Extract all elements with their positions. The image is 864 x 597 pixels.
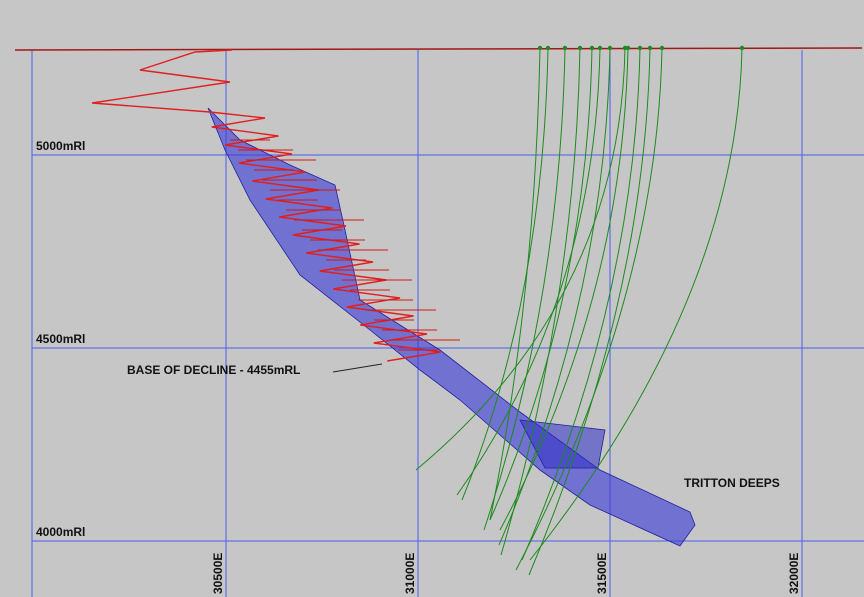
annotation: TRITTON DEEPS — [684, 476, 780, 490]
easting-label: 31000E — [403, 553, 417, 594]
collar — [607, 45, 613, 51]
drillhole — [529, 47, 743, 561]
collar — [545, 45, 551, 51]
drillhole — [483, 47, 566, 531]
elevation-label: 5000mRl — [36, 139, 85, 153]
easting-label: 31500E — [595, 553, 609, 594]
drillhole — [528, 47, 651, 576]
drillhole — [521, 47, 641, 561]
drillhole — [499, 47, 629, 531]
easting-label: 30500E — [211, 553, 225, 594]
drillhole — [515, 47, 663, 571]
decline — [91, 49, 460, 362]
decline-path — [91, 49, 441, 362]
collar — [562, 45, 568, 51]
annotation-arrow — [332, 363, 383, 373]
collar — [739, 45, 745, 51]
collar — [537, 45, 543, 51]
collar — [659, 45, 665, 51]
collar — [577, 45, 583, 51]
easting-label: 32000E — [787, 553, 801, 594]
collar — [637, 45, 643, 51]
collar — [589, 45, 595, 51]
collar — [597, 45, 603, 51]
elevation-label: 4000mRl — [36, 525, 85, 539]
drillholes — [415, 45, 745, 576]
drillhole — [456, 47, 601, 496]
drillhole — [489, 47, 541, 521]
drillhole — [461, 47, 549, 501]
collar — [625, 45, 631, 51]
drillhole — [415, 47, 626, 471]
orebody — [207, 107, 696, 547]
drillhole — [500, 47, 581, 556]
annotation: BASE OF DECLINE - 4455mRL — [127, 363, 300, 377]
surface — [14, 47, 863, 51]
elevation-label: 4500mRl — [36, 332, 85, 346]
collar — [647, 45, 653, 51]
